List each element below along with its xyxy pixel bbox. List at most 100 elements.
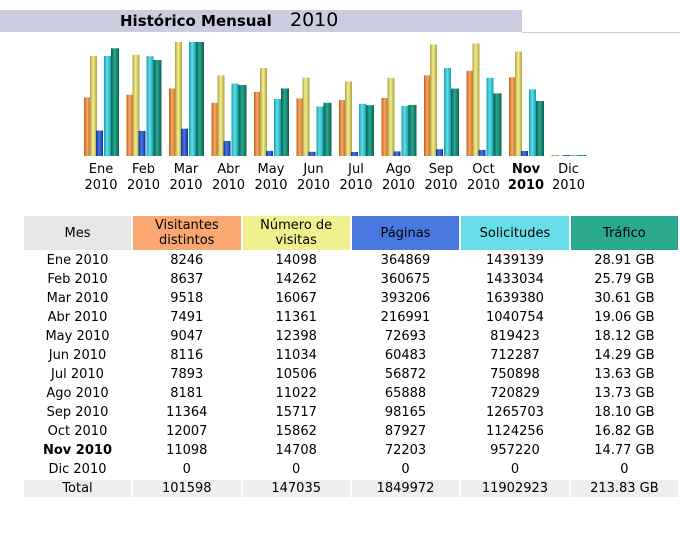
cell-trafico: 19.06 GB — [594, 310, 655, 325]
cell-paginas: 393206 — [380, 291, 431, 306]
header-paginas: Páginas — [351, 216, 460, 250]
bar-0-3 — [211, 102, 219, 156]
cell-trafico: 30.61 GB — [594, 291, 655, 306]
bar-3-6 — [359, 103, 366, 156]
cell-mes: Ene 2010 — [46, 253, 109, 268]
bar-2-6 — [351, 152, 358, 156]
total-visitas: 147035 — [242, 480, 350, 497]
bar-2-8 — [436, 149, 443, 156]
cell-paginas: 87927 — [384, 424, 427, 439]
bar-0-5 — [296, 98, 304, 156]
bar-1-2 — [175, 42, 182, 156]
month-label: Nov 2010 — [506, 162, 546, 194]
cell-solicitudes: 0 — [510, 462, 520, 477]
title-background — [0, 10, 522, 32]
cell-mes: Feb 2010 — [47, 272, 108, 287]
cell-trafico: 16.82 GB — [594, 424, 655, 439]
bar-4-3 — [238, 85, 247, 156]
cell-visitas: 15717 — [275, 405, 317, 420]
month-label-year: 2010 — [424, 178, 458, 193]
cell-mes: Mar 2010 — [46, 291, 109, 306]
bar-4-5 — [323, 102, 332, 156]
bar-0-1 — [126, 94, 134, 156]
cell-trafico: 14.29 GB — [594, 348, 655, 363]
total-paginas: 1849972 — [351, 480, 460, 497]
bar-1-9 — [472, 43, 480, 156]
month-label-name: Mar — [173, 162, 199, 177]
monthly-bar-chart — [84, 42, 587, 156]
bar-2-2 — [181, 128, 188, 156]
month-label: Mar 2010 — [166, 162, 206, 194]
total-solicitudes: 11902923 — [461, 480, 569, 497]
bar-3-2 — [189, 42, 196, 156]
cell-mes: Jun 2010 — [48, 348, 107, 363]
cell-visitas: 11361 — [275, 310, 317, 325]
page-year: 2010 — [290, 9, 339, 31]
page-title: Histórico Mensual — [120, 12, 272, 30]
table-row: Ago 2010 8181 11022 65888 720829 13.73 GB — [24, 385, 678, 402]
month-label: May 2010 — [251, 162, 291, 194]
cell-paginas: 72203 — [384, 443, 427, 458]
bar-2-5 — [308, 151, 316, 156]
bar-3-10 — [529, 89, 536, 156]
bar-2-9 — [478, 149, 486, 156]
month-label-year: 2010 — [381, 178, 416, 193]
bar-4-6 — [366, 105, 374, 156]
bar-3-4 — [274, 99, 281, 156]
cell-visitas: 16067 — [275, 291, 317, 306]
bar-4-10 — [536, 101, 544, 156]
month-label-name: Abr — [217, 162, 240, 177]
cell-mes: May 2010 — [45, 329, 110, 344]
month-label-name: Dic — [558, 162, 579, 177]
cell-solicitudes: 819423 — [490, 329, 540, 344]
table-row: Ene 2010 8246 14098 364869 1439139 28.91 GB — [24, 252, 678, 269]
table-row: May 2010 9047 12398 72693 819423 18.12 GB — [24, 328, 678, 345]
table-total-row: Total 101598 147035 1849972 11902923 213… — [24, 480, 678, 497]
bar-1-1 — [132, 54, 140, 156]
bar-0-7 — [381, 98, 389, 156]
bar-1-0 — [90, 56, 97, 156]
bar-1-7 — [387, 77, 395, 156]
cell-visitantes: 0 — [182, 462, 191, 477]
title-bar: Histórico Mensual 2010 — [0, 8, 680, 38]
header-solicitudes: Solicitudes — [461, 216, 569, 250]
cell-mes: Ago 2010 — [46, 386, 109, 401]
cell-visitantes: 11098 — [166, 443, 208, 458]
month-label-name: Jun — [303, 162, 324, 177]
cell-visitas: 10506 — [275, 367, 317, 382]
header-mes: Mes — [24, 216, 132, 250]
cell-mes: Sep 2010 — [46, 405, 109, 420]
cell-visitas: 14262 — [275, 272, 317, 287]
cell-visitas: 12398 — [275, 329, 317, 344]
cell-trafico: 0 — [620, 462, 629, 477]
month-label-year: 2010 — [339, 178, 373, 193]
bar-1-4 — [260, 68, 267, 156]
bar-0-6 — [339, 100, 346, 156]
month-label: Sep 2010 — [421, 162, 461, 194]
bar-3-9 — [486, 77, 494, 156]
bar-1-5 — [302, 77, 310, 156]
cell-visitas: 11034 — [275, 348, 317, 363]
bar-0-10 — [509, 77, 516, 156]
cell-solicitudes: 1433034 — [486, 272, 544, 287]
cell-visitantes: 12007 — [166, 424, 208, 439]
cell-visitas: 11022 — [275, 386, 317, 401]
table-body: Ene 2010 8246 14098 364869 1439139 28.91 GB Fe… — [24, 252, 678, 478]
total-label: Total — [24, 480, 132, 497]
bar-4-0 — [111, 48, 119, 156]
month-label-year: 2010 — [126, 178, 161, 193]
cell-visitantes: 9047 — [170, 329, 204, 344]
month-label-name: Feb — [131, 162, 156, 177]
cell-visitantes: 8637 — [170, 272, 204, 287]
bar-3-0 — [104, 55, 111, 156]
bar-2-1 — [138, 130, 146, 156]
month-label: Jun 2010 — [294, 162, 334, 194]
month-label-year: 2010 — [84, 178, 118, 193]
month-label: Ago 2010 — [379, 162, 419, 194]
bar-4-7 — [408, 104, 417, 156]
table-row: Sep 2010 11364 15717 98165 1265703 18.10 GB — [24, 404, 678, 421]
cell-mes: Abr 2010 — [47, 310, 108, 325]
bar-4-4 — [281, 88, 289, 156]
bar-0-0 — [84, 97, 91, 156]
bar-3-1 — [146, 56, 154, 156]
